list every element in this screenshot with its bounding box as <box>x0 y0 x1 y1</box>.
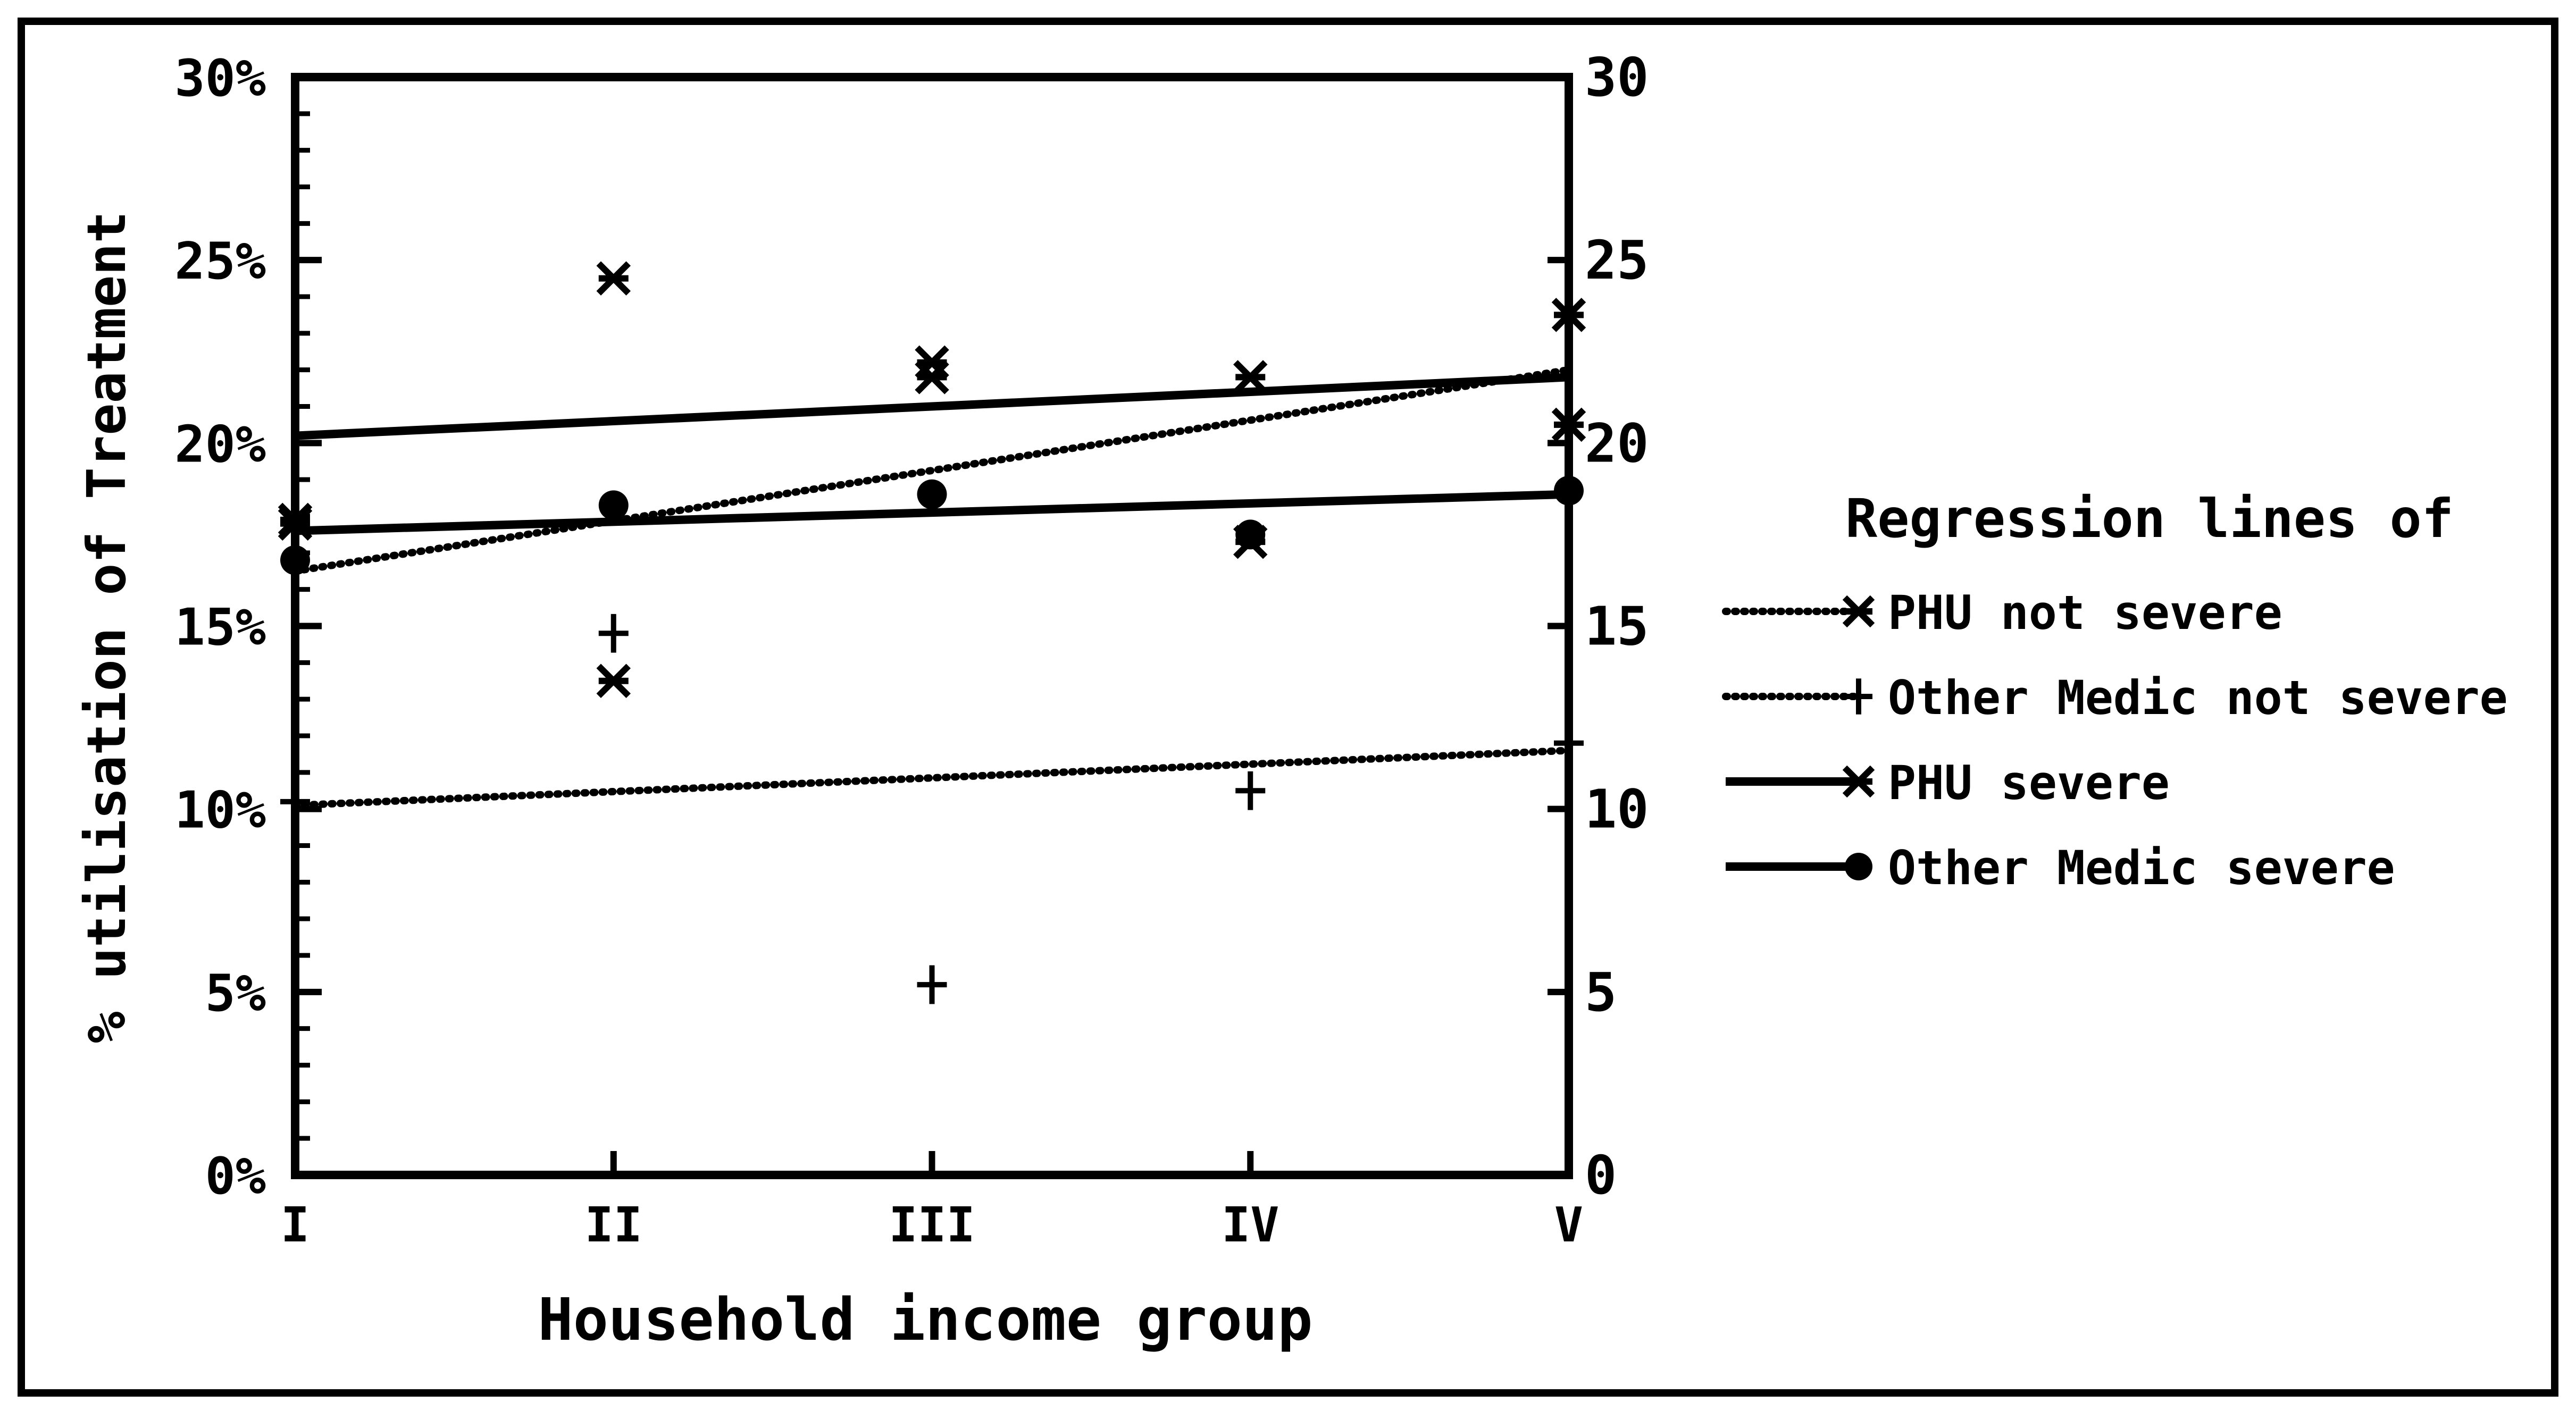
asterisk-marker <box>1551 407 1586 442</box>
asterisk-marker <box>1551 298 1586 332</box>
circle-marker <box>280 545 310 575</box>
y-left-tick-label: 0% <box>205 1147 266 1206</box>
asterisk-marker <box>1842 595 1875 628</box>
y-left-tick-label: 25% <box>174 232 266 291</box>
y-right-tick-label: 10 <box>1585 778 1649 841</box>
x-tick-label: III <box>889 1197 975 1253</box>
plus-marker <box>1554 724 1584 763</box>
plus-marker <box>917 965 947 1004</box>
regression-line <box>295 490 1569 535</box>
y-right-tick-label: 20 <box>1585 412 1649 474</box>
y-axis-label: % utilisation of Treatment <box>76 211 138 1043</box>
asterisk-marker <box>915 345 949 380</box>
legend-label: PHU severe <box>1888 755 2170 810</box>
data-markers <box>278 261 1586 1004</box>
y-right-tick-label: 0 <box>1585 1144 1617 1206</box>
y-left-tick-label: 15% <box>174 599 266 657</box>
regression-line <box>291 746 1573 809</box>
plot-area-frame <box>291 73 1573 1179</box>
x-axis: I II III IV V <box>281 1151 1583 1253</box>
legend-label: Other Medic not severe <box>1888 670 2508 725</box>
asterisk-marker <box>596 261 631 296</box>
y-axis-left: 0% 5% 10% 15% 20% 25% 30% <box>174 49 322 1206</box>
circle-marker <box>1845 853 1872 880</box>
legend-label: PHU not severe <box>1888 585 2282 640</box>
y-left-tick-label: 30% <box>174 49 266 108</box>
y-right-tick-label: 15 <box>1585 595 1649 658</box>
y-left-tick-label: 5% <box>205 964 266 1023</box>
legend-title: Regression lines of <box>1845 488 2454 550</box>
y-right-tick-label: 5 <box>1585 961 1617 1023</box>
figure-frame <box>18 18 2558 1397</box>
regression-line <box>295 373 1569 440</box>
x-tick-label: II <box>585 1197 642 1253</box>
y-left-tick-label: 10% <box>174 782 266 840</box>
y-left-tick-label: 20% <box>174 415 266 474</box>
y-right-tick-label: 30 <box>1585 46 1649 108</box>
asterisk-marker <box>1233 360 1268 394</box>
asterisk-marker <box>915 360 949 394</box>
asterisk-marker <box>278 502 313 537</box>
asterisk-marker <box>1842 765 1875 798</box>
circle-marker <box>1235 519 1266 550</box>
plus-marker <box>1845 678 1872 715</box>
legend-label: Other Medic severe <box>1888 841 2395 895</box>
y-right-tick-label: 25 <box>1585 229 1649 291</box>
plus-marker <box>598 614 629 653</box>
regression-lines <box>291 366 1573 809</box>
plus-marker <box>1235 771 1266 810</box>
legend: Regression lines of PHU not severe Other … <box>1722 488 2508 895</box>
x-tick-label: I <box>281 1197 310 1253</box>
x-tick-label: V <box>1554 1197 1583 1253</box>
circle-marker <box>1554 475 1584 506</box>
circle-marker <box>917 479 947 509</box>
x-axis-label: Household income group <box>538 1286 1313 1354</box>
regression-line <box>291 366 1573 575</box>
y-axis-right: 0 5 10 15 20 25 30 <box>1548 46 1649 1206</box>
asterisk-marker <box>596 663 631 698</box>
x-tick-label: IV <box>1222 1197 1279 1253</box>
plus-marker <box>280 782 310 821</box>
circle-marker <box>598 490 629 520</box>
